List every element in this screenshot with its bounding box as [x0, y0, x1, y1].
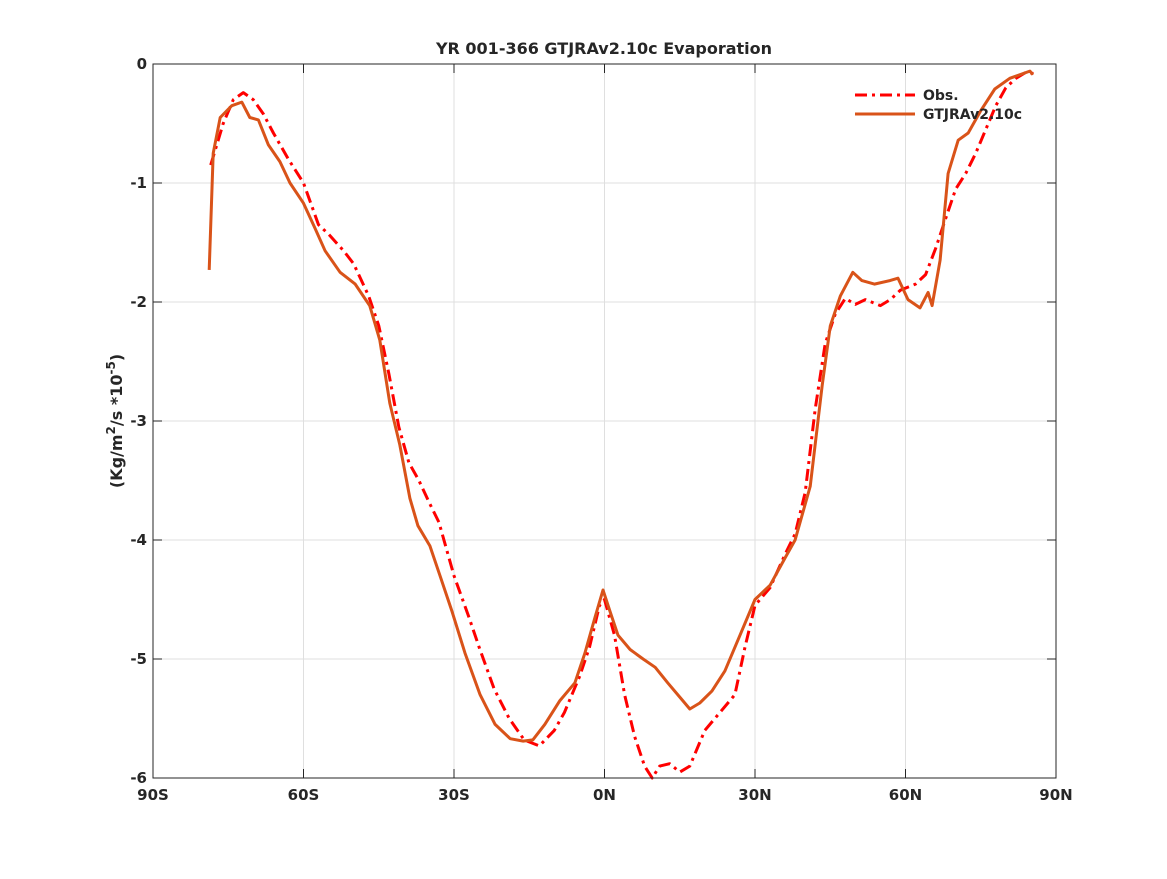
series-lines	[207, 69, 1035, 780]
legend: Obs. GTJRAv2.10c	[855, 88, 1022, 123]
y-label-part: (Kg/m	[107, 434, 126, 488]
y-tick-label: -1	[130, 174, 147, 192]
chart-title: YR 001-366 GTJRAv2.10c Evaporation	[435, 39, 772, 58]
y-label-part: /s *10	[107, 375, 126, 427]
y-tick-label: 0	[137, 55, 147, 73]
y-tick-label: -4	[130, 531, 147, 549]
x-tick-label: 90N	[1039, 786, 1072, 804]
x-tick-label: 60N	[889, 786, 922, 804]
x-tick-label: 60S	[288, 786, 320, 804]
legend-label-model: GTJRAv2.10c	[923, 107, 1022, 123]
y-label-superscript: -5	[104, 361, 118, 374]
y-label-superscript: 2	[104, 426, 118, 434]
y-tick-label: -2	[130, 293, 147, 311]
x-tick-label: 90S	[137, 786, 169, 804]
y-axis-label: (Kg/m2/s *10-5)	[104, 354, 126, 488]
x-tick-label: 0N	[593, 786, 616, 804]
y-label-part: )	[107, 354, 126, 361]
series-line-model	[207, 69, 1035, 743]
x-tick-label: 30S	[438, 786, 470, 804]
y-tick-label: -5	[130, 650, 147, 668]
axis-ticks: 90S 60S 30S 0N 30N 60N 90N 0 -1 -2 -3 -4 -5 -6	[130, 55, 1072, 804]
y-tick-label: -3	[130, 412, 147, 430]
x-tick-label: 30N	[738, 786, 771, 804]
y-tick-label: -6	[130, 769, 147, 787]
series-line-obs	[209, 70, 1034, 780]
legend-label-obs: Obs.	[923, 88, 959, 104]
